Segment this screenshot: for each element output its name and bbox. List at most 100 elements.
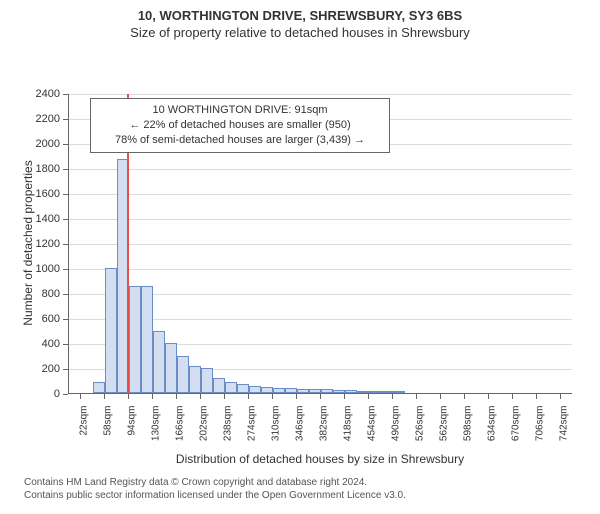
footer-line2: Contains public sector information licen… <box>24 489 406 502</box>
y-tick-mark <box>63 319 68 320</box>
y-tick-label: 0 <box>0 388 60 400</box>
y-tick-label: 200 <box>0 363 60 375</box>
histogram-bar <box>165 343 177 393</box>
x-tick-mark <box>464 394 465 399</box>
x-tick-label: 418sqm <box>343 406 354 442</box>
y-tick-label: 1400 <box>0 213 60 225</box>
x-tick-mark <box>368 394 369 399</box>
histogram-bar <box>177 356 189 394</box>
x-tick-mark <box>488 394 489 399</box>
x-tick-mark <box>560 394 561 399</box>
x-tick-label: 202sqm <box>199 406 210 442</box>
annotation-line: ← 22% of detached houses are smaller (95… <box>99 118 381 133</box>
histogram-bar <box>273 388 285 393</box>
x-tick-label: 706sqm <box>535 406 546 442</box>
histogram-bar <box>357 391 369 393</box>
x-tick-label: 130sqm <box>151 406 162 442</box>
y-tick-mark <box>63 219 68 220</box>
y-tick-label: 1200 <box>0 238 60 250</box>
histogram-bar <box>105 268 117 393</box>
gridline <box>69 244 572 245</box>
x-tick-label: 238sqm <box>223 406 234 442</box>
x-tick-label: 166sqm <box>175 406 186 442</box>
y-tick-mark <box>63 269 68 270</box>
x-tick-label: 670sqm <box>511 406 522 442</box>
gridline <box>69 194 572 195</box>
histogram-bar <box>321 389 333 393</box>
annotation-line: 10 WORTHINGTON DRIVE: 91sqm <box>99 103 381 118</box>
x-tick-mark <box>200 394 201 399</box>
y-tick-mark <box>63 294 68 295</box>
y-tick-label: 2200 <box>0 113 60 125</box>
gridline <box>69 269 572 270</box>
histogram-bar <box>285 388 297 393</box>
x-tick-label: 598sqm <box>463 406 474 442</box>
x-tick-mark <box>320 394 321 399</box>
histogram-bar <box>153 331 165 394</box>
x-tick-mark <box>224 394 225 399</box>
y-tick-label: 1000 <box>0 263 60 275</box>
histogram-bar <box>201 368 213 393</box>
y-tick-mark <box>63 394 68 395</box>
gridline <box>69 219 572 220</box>
x-tick-mark <box>344 394 345 399</box>
y-tick-label: 2400 <box>0 88 60 100</box>
histogram-bar <box>393 391 405 393</box>
x-tick-mark <box>392 394 393 399</box>
chart-title-line1: 10, WORTHINGTON DRIVE, SHREWSBURY, SY3 6… <box>0 8 600 23</box>
x-tick-mark <box>152 394 153 399</box>
histogram-bar <box>309 389 321 393</box>
x-tick-label: 310sqm <box>271 406 282 442</box>
y-tick-label: 400 <box>0 338 60 350</box>
y-tick-mark <box>63 94 68 95</box>
histogram-bar <box>237 384 249 393</box>
x-tick-label: 346sqm <box>295 406 306 442</box>
y-tick-label: 1600 <box>0 188 60 200</box>
y-tick-mark <box>63 169 68 170</box>
histogram-bar <box>297 389 309 393</box>
gridline <box>69 94 572 95</box>
histogram-bar <box>213 378 225 393</box>
histogram-bar <box>261 387 273 393</box>
x-tick-mark <box>536 394 537 399</box>
plot-wrap: Number of detached properties 0200400600… <box>0 44 600 514</box>
histogram-bar <box>129 286 141 394</box>
y-tick-mark <box>63 369 68 370</box>
histogram-bar <box>93 382 105 393</box>
histogram-bar <box>345 390 357 393</box>
y-tick-mark <box>63 344 68 345</box>
x-tick-label: 274sqm <box>247 406 258 442</box>
x-tick-mark <box>80 394 81 399</box>
histogram-bar <box>225 382 237 393</box>
histogram-bar <box>141 286 153 394</box>
annotation-line: 78% of semi-detached houses are larger (… <box>99 133 381 148</box>
footer-line1: Contains HM Land Registry data © Crown c… <box>24 476 406 489</box>
x-tick-label: 382sqm <box>319 406 330 442</box>
annotation-box: 10 WORTHINGTON DRIVE: 91sqm← 22% of deta… <box>90 98 390 153</box>
histogram-bar <box>381 391 393 393</box>
x-tick-label: 526sqm <box>415 406 426 442</box>
y-tick-label: 600 <box>0 313 60 325</box>
x-tick-label: 58sqm <box>103 406 114 436</box>
x-tick-label: 94sqm <box>127 406 138 436</box>
y-tick-mark <box>63 144 68 145</box>
histogram-bar <box>369 391 381 393</box>
x-tick-mark <box>272 394 273 399</box>
x-tick-mark <box>128 394 129 399</box>
histogram-bar <box>189 366 201 394</box>
x-tick-mark <box>416 394 417 399</box>
x-tick-label: 634sqm <box>487 406 498 442</box>
gridline <box>69 169 572 170</box>
y-tick-label: 1800 <box>0 163 60 175</box>
x-axis-title: Distribution of detached houses by size … <box>68 452 572 466</box>
x-tick-mark <box>440 394 441 399</box>
chart-title-line2: Size of property relative to detached ho… <box>0 25 600 40</box>
y-tick-mark <box>63 119 68 120</box>
x-tick-label: 490sqm <box>391 406 402 442</box>
x-tick-label: 742sqm <box>559 406 570 442</box>
x-tick-label: 562sqm <box>439 406 450 442</box>
x-tick-mark <box>176 394 177 399</box>
histogram-bar <box>249 386 261 394</box>
y-tick-label: 800 <box>0 288 60 300</box>
footer: Contains HM Land Registry data © Crown c… <box>24 476 406 502</box>
